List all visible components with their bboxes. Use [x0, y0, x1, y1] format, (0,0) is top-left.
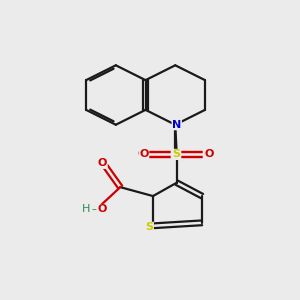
Text: O: O — [138, 149, 147, 160]
Text: S: S — [146, 222, 153, 232]
Text: O: O — [140, 149, 149, 160]
Text: –: – — [91, 204, 96, 214]
Text: S: S — [171, 149, 179, 160]
Text: O: O — [203, 149, 213, 160]
Text: H: H — [82, 204, 90, 214]
Text: N: N — [172, 120, 182, 130]
Text: O: O — [98, 204, 107, 214]
Text: O: O — [205, 149, 214, 160]
Text: O: O — [98, 158, 107, 168]
Text: S: S — [173, 149, 181, 160]
